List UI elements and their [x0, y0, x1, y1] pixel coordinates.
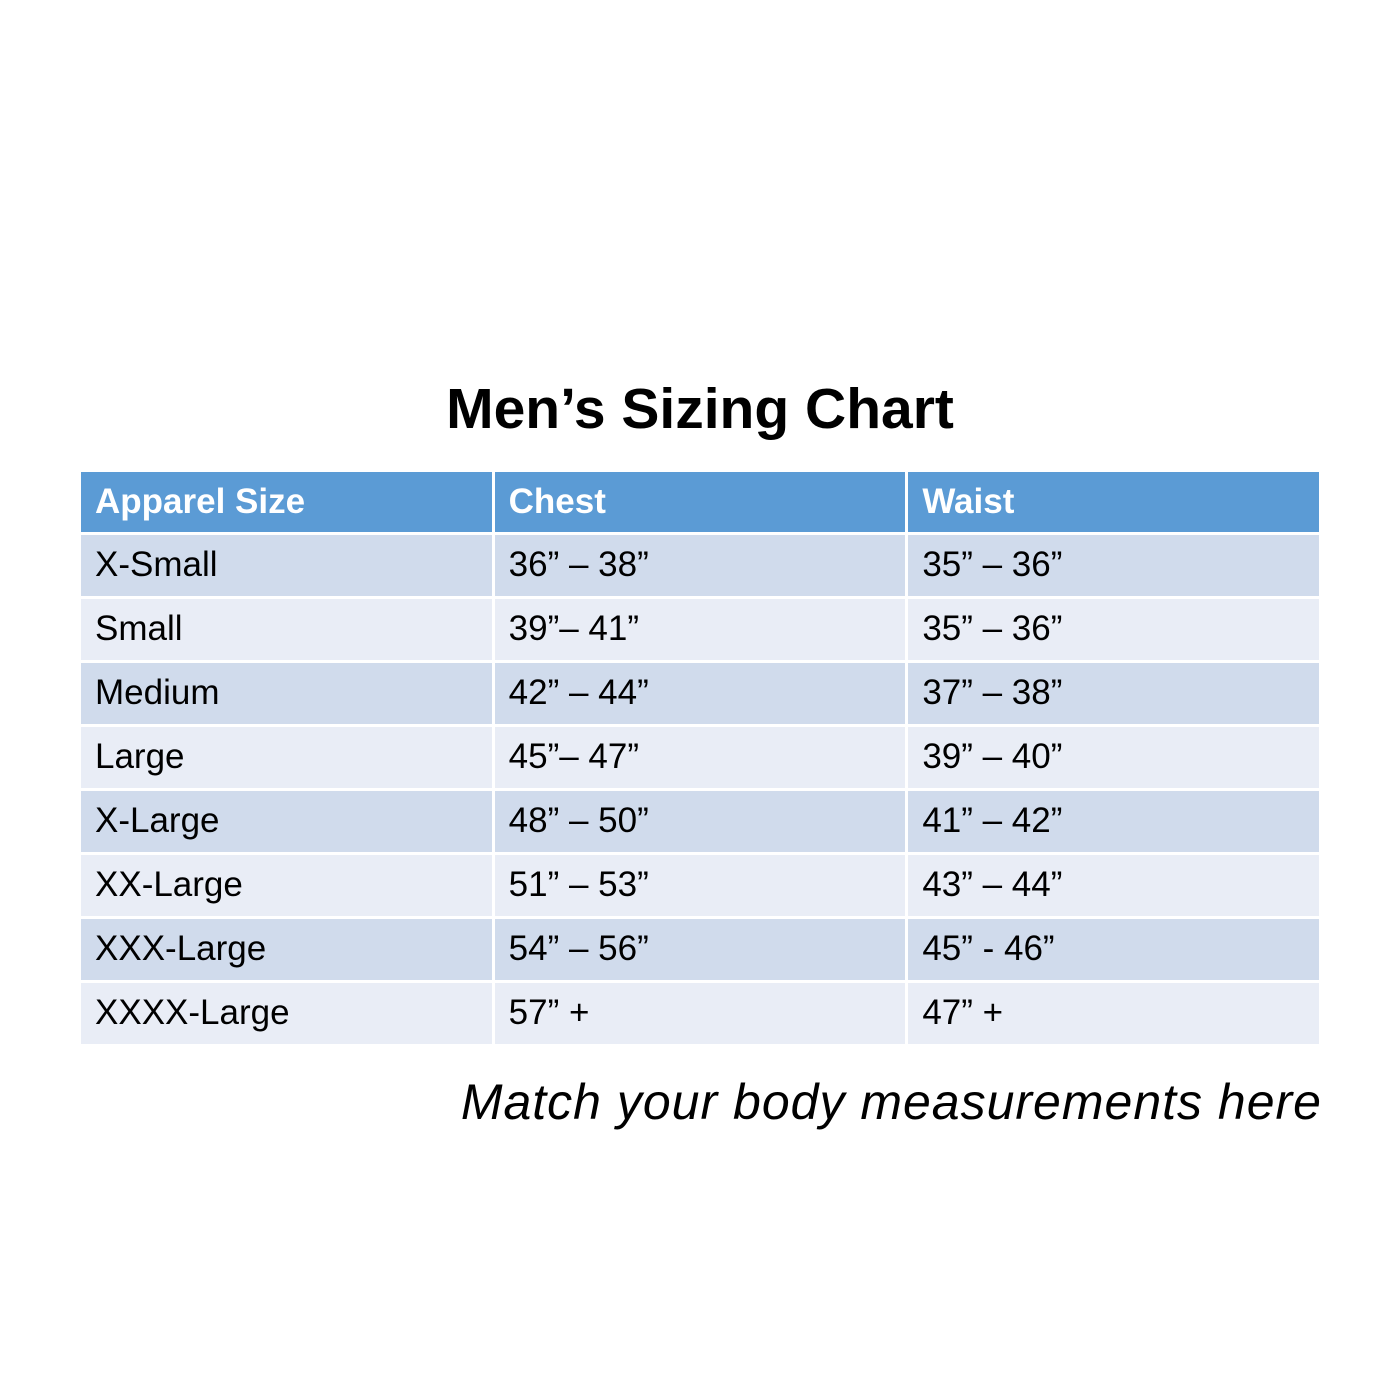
cell-size: Large: [81, 726, 492, 788]
cell-waist: 41” – 42”: [908, 790, 1319, 852]
cell-size: Small: [81, 598, 492, 660]
cell-size: X-Small: [81, 534, 492, 596]
cell-size: XX-Large: [81, 854, 492, 916]
table-row-small: Small 39”– 41” 35” – 36”: [81, 598, 1319, 660]
cell-chest: 51” – 53”: [494, 854, 906, 916]
header-cell-apparel-size: Apparel Size: [81, 471, 492, 532]
cell-chest: 39”– 41”: [494, 598, 906, 660]
cell-waist: 39” – 40”: [908, 726, 1319, 788]
cell-size: XXXX-Large: [81, 982, 492, 1044]
table-row-large: Large 45”– 47” 39” – 40”: [81, 726, 1319, 788]
cell-chest: 57” +: [494, 982, 906, 1044]
table-row-xxx-large: XXX-Large 54” – 56” 45” - 46”: [81, 918, 1319, 980]
cell-chest: 45”– 47”: [494, 726, 906, 788]
cell-chest: 48” – 50”: [494, 790, 906, 852]
table-header: Apparel Size Chest Waist: [81, 471, 1319, 532]
cell-chest: 36” – 38”: [494, 534, 906, 596]
table-row-x-large: X-Large 48” – 50” 41” – 42”: [81, 790, 1319, 852]
table-row-xx-large: XX-Large 51” – 53” 43” – 44”: [81, 854, 1319, 916]
table-caption: Match your body measurements here: [460, 1073, 1322, 1130]
table-body: X-Small 36” – 38” 35” – 36” Small 39”– 4…: [81, 534, 1319, 1044]
header-cell-waist: Waist: [908, 471, 1319, 532]
header-row: Apparel Size Chest Waist: [81, 471, 1319, 532]
sizing-table-container: Apparel Size Chest Waist X-Small 36” – 3…: [78, 469, 1322, 1047]
cell-size: Medium: [81, 662, 492, 724]
cell-waist: 47” +: [908, 982, 1319, 1044]
cell-size: XXX-Large: [81, 918, 492, 980]
cell-waist: 35” – 36”: [908, 598, 1319, 660]
cell-size: X-Large: [81, 790, 492, 852]
cell-waist: 43” – 44”: [908, 854, 1319, 916]
header-cell-chest: Chest: [494, 471, 906, 532]
cell-waist: 45” - 46”: [908, 918, 1319, 980]
cell-waist: 37” – 38”: [908, 662, 1319, 724]
sizing-table: Apparel Size Chest Waist X-Small 36” – 3…: [78, 469, 1322, 1047]
page-title: Men’s Sizing Chart: [446, 377, 954, 441]
cell-waist: 35” – 36”: [908, 534, 1319, 596]
table-row-x-small: X-Small 36” – 38” 35” – 36”: [81, 534, 1319, 596]
table-row-medium: Medium 42” – 44” 37” – 38”: [81, 662, 1319, 724]
cell-chest: 54” – 56”: [494, 918, 906, 980]
table-row-xxxx-large: XXXX-Large 57” + 47” +: [81, 982, 1319, 1044]
cell-chest: 42” – 44”: [494, 662, 906, 724]
